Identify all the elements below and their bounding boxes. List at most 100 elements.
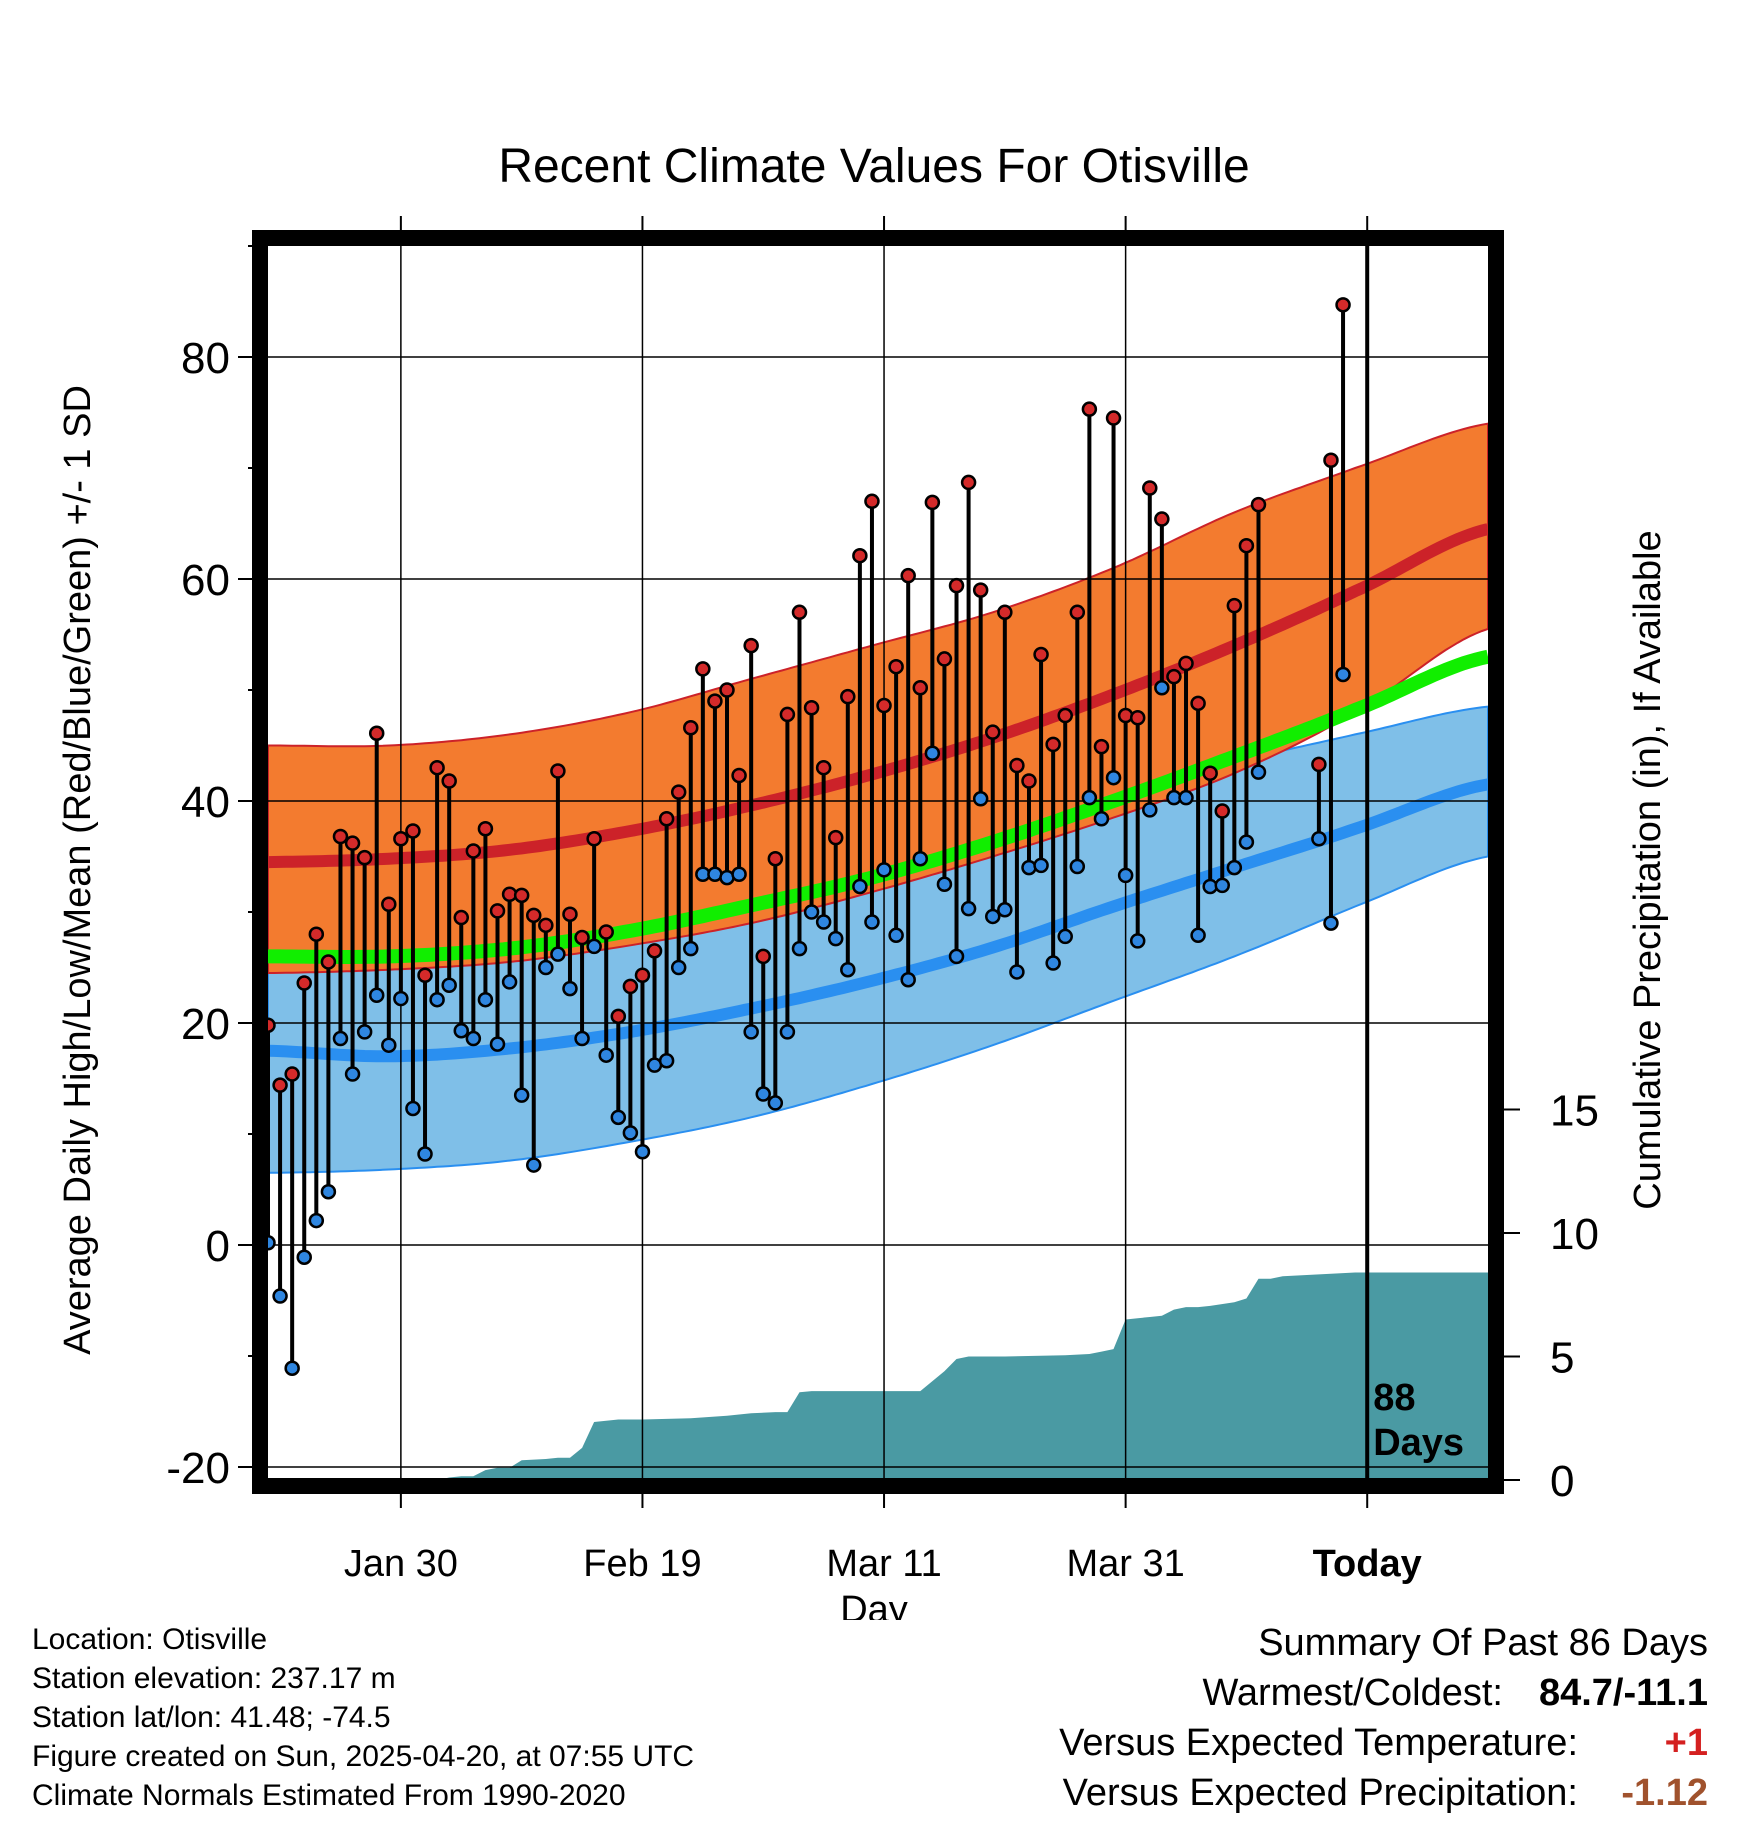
daily-high-point xyxy=(827,829,844,846)
daily-high-point xyxy=(972,582,989,598)
daily-high-point xyxy=(683,719,699,736)
daily-high-point xyxy=(344,835,361,851)
daily-low-point xyxy=(683,940,699,957)
daily-low-point xyxy=(284,1360,300,1376)
daily-low-point xyxy=(743,1024,759,1040)
daily-low-point xyxy=(1433,0,1446,7)
daily-high-point xyxy=(1214,803,1231,819)
daily-low-point xyxy=(888,927,904,944)
temp-label: Versus Expected Temperature: xyxy=(1059,1722,1578,1764)
y2-tick-label: 0 xyxy=(1550,1457,1574,1506)
daily-low-point xyxy=(1323,915,1339,931)
precip-row: Versus Expected Precipitation: -1.12 xyxy=(808,1772,1708,1822)
daily-low-point xyxy=(1142,802,1158,818)
today-days-label-2: Days xyxy=(1373,1422,1464,1464)
daily-low-point xyxy=(670,959,687,976)
daily-low-point xyxy=(791,940,808,957)
daily-high-point xyxy=(1202,765,1218,781)
daily-high-point xyxy=(1238,537,1255,554)
daily-low-point xyxy=(924,745,941,762)
daily-low-point xyxy=(936,876,953,892)
daily-low-point xyxy=(429,991,445,1008)
daily-low-point xyxy=(815,914,832,930)
daily-low-point xyxy=(948,948,965,965)
daily-low-point xyxy=(489,1036,506,1052)
daily-high-point xyxy=(393,830,409,847)
daily-low-point xyxy=(393,990,409,1007)
daily-low-point xyxy=(779,1024,796,1040)
daily-low-point xyxy=(876,862,892,878)
daily-high-point xyxy=(1069,604,1086,621)
summary-panel: Summary Of Past 86 Days Warmest/Coldest:… xyxy=(808,1622,1708,1822)
daily-low-point xyxy=(1057,928,1073,945)
daily-low-point xyxy=(634,1144,651,1160)
daily-high-point xyxy=(743,637,759,654)
daily-high-point xyxy=(513,887,530,904)
daily-low-point xyxy=(525,1157,542,1173)
latlon-text: Station lat/lon: 41.48; -74.5 xyxy=(32,1701,391,1734)
chart-title: Recent Climate Values For Otisville xyxy=(498,140,1249,193)
daily-high-point xyxy=(586,830,602,847)
daily-low-point xyxy=(1081,789,1098,806)
daily-low-point xyxy=(1250,764,1267,780)
daily-low-point xyxy=(538,959,554,976)
daily-low-point xyxy=(562,980,578,997)
daily-low-point xyxy=(477,991,494,1008)
daily-low-point xyxy=(1361,0,1374,7)
daily-high-point xyxy=(1057,707,1073,724)
daily-high-point xyxy=(755,948,771,965)
daily-high-point xyxy=(550,763,566,779)
warmest-label: Warmest/Coldest: xyxy=(1202,1672,1503,1714)
daily-high-point xyxy=(670,784,687,800)
daily-high-point xyxy=(779,706,796,723)
x-tick-label: Today xyxy=(1313,1543,1422,1585)
daily-low-point xyxy=(501,974,518,990)
daily-low-point xyxy=(1045,955,1061,971)
daily-high-point xyxy=(791,604,808,621)
normals-text: Climate Normals Estimated From 1990-2020 xyxy=(32,1779,626,1812)
daily-high-point xyxy=(284,1066,300,1082)
low-normal-line xyxy=(268,778,1488,1063)
warmest-row: Warmest/Coldest: 84.7/-11.1 xyxy=(808,1672,1708,1722)
daily-low-point xyxy=(864,914,880,930)
daily-high-point xyxy=(1021,773,1037,789)
daily-low-point xyxy=(268,1235,276,1251)
x-tick-label: Mar 11 xyxy=(826,1543,941,1585)
daily-low-point xyxy=(417,1146,433,1162)
daily-high-point xyxy=(985,724,1001,740)
y2-tick-label: 5 xyxy=(1550,1334,1574,1383)
location-text: Location: Otisville xyxy=(32,1623,268,1656)
daily-low-point xyxy=(1154,680,1170,696)
daily-high-point xyxy=(477,821,494,837)
daily-high-point xyxy=(1349,0,1362,7)
summary-heading: Summary Of Past 86 Days xyxy=(1258,1622,1708,1664)
x-tick-label: Jan 30 xyxy=(344,1543,458,1585)
daily-high-point xyxy=(1421,0,1434,7)
daily-low-point xyxy=(453,1023,470,1039)
temp-row: Versus Expected Temperature: +1 xyxy=(808,1722,1708,1772)
daily-high-point xyxy=(296,975,312,991)
daily-high-point xyxy=(1226,597,1243,614)
daily-low-point xyxy=(1129,933,1146,949)
precip-value: -1.12 xyxy=(1621,1772,1708,1814)
daily-low-point xyxy=(1117,867,1134,884)
daily-high-point xyxy=(719,682,735,698)
climate-chart: Recent Climate Values For Otisville 88Da… xyxy=(57,0,1669,1620)
daily-high-point xyxy=(1335,297,1351,313)
daily-low-point xyxy=(900,971,916,988)
created-text: Figure created on Sun, 2025-04-20, at 07… xyxy=(32,1740,695,1773)
daily-low-point xyxy=(272,1288,288,1304)
daily-high-point xyxy=(924,494,941,511)
daily-low-point xyxy=(1033,857,1049,874)
y-tick-label: 80 xyxy=(181,334,230,383)
daily-high-point xyxy=(1190,695,1206,712)
daily-high-point xyxy=(368,725,385,742)
daily-high-point xyxy=(1142,480,1158,496)
daily-low-point xyxy=(1226,859,1243,876)
y-axis-label: Average Daily High/Low/Mean (Red/Blue/Gr… xyxy=(57,385,99,1355)
daily-low-point xyxy=(1069,858,1086,875)
daily-low-point xyxy=(852,878,868,895)
daily-low-point xyxy=(308,1212,325,1229)
daily-low-point xyxy=(840,961,856,978)
daily-low-point xyxy=(356,1024,373,1040)
